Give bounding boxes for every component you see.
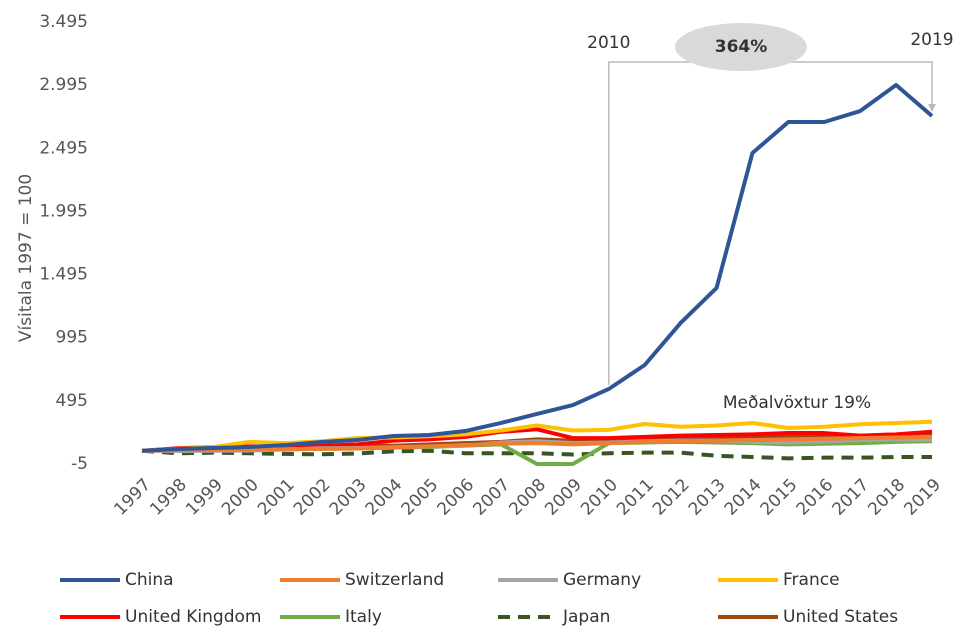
series-line [141,83,934,453]
x-tick-label: 2005 [398,475,443,520]
x-tick-label: 2015 [757,475,802,520]
annotation-growth: 364% [715,37,768,57]
y-tick-label: 495 [56,391,88,411]
legend-label: Japan [562,607,610,627]
x-tick-label: 2010 [577,475,622,520]
annotation-end: 2019 [910,30,953,50]
x-tick-label: 2007 [469,475,514,520]
y-tick-label: 3.495 [39,12,88,32]
legend-label: China [125,570,174,590]
x-tick-label: 2019 [900,475,945,520]
x-tick-label: 2001 [254,475,299,520]
legend-label: United States [783,607,898,627]
x-tick-label: 1998 [146,475,191,520]
y-tick-label: 1.995 [39,201,88,221]
growth-bubble [675,23,807,71]
x-tick-label: 2003 [326,475,371,520]
x-tick-label: 2012 [649,475,694,520]
y-axis-label: Vísitala 1997 = 100 [16,174,36,342]
annotation-average: Meðalvöxtur 19% [723,393,871,413]
x-tick-label: 1999 [182,475,227,520]
y-tick-label: -5 [71,454,88,474]
legend-label: Switzerland [345,570,444,590]
x-tick-label: 2018 [864,475,909,520]
series-line [141,448,932,461]
x-tick-label: 2013 [685,475,730,520]
x-tick-label: 2002 [290,475,335,520]
y-tick-label: 995 [56,328,88,348]
x-tick-label: 2008 [505,475,550,520]
y-tick-label: 2.995 [39,75,88,95]
annotation-arrow [608,61,933,385]
legend-label: Germany [563,570,641,590]
arrow-head [928,103,936,112]
legend-label: Italy [345,607,382,627]
x-tick-label: 2004 [362,475,407,520]
x-tick-label: 2011 [613,475,658,520]
y-tick-label: 2.495 [39,138,88,158]
annotation-start: 2010 [587,33,630,53]
series-line [141,434,933,453]
x-tick-label: 2009 [541,475,586,520]
y-tick-label: 1.495 [39,265,88,285]
x-tick-label: 2000 [218,475,263,520]
series-line [141,419,933,453]
x-tick-label: 2014 [721,475,766,520]
legend-label: France [783,570,840,590]
x-tick-label: 2017 [829,475,874,520]
x-tick-label: 1997 [110,475,155,520]
x-tick-label: 2016 [793,475,838,520]
legend-label: United Kingdom [125,607,261,627]
x-tick-label: 2006 [434,475,479,520]
